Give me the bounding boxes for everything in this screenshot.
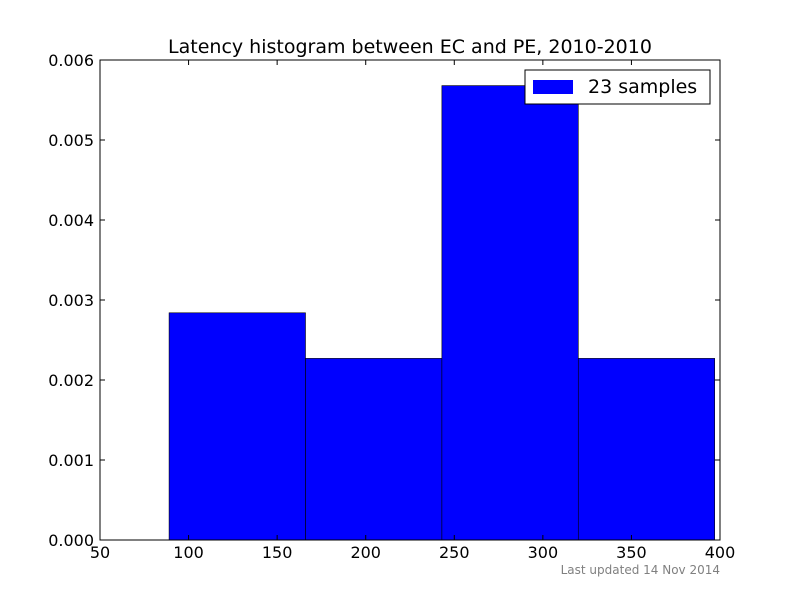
- legend-label: 23 samples: [588, 76, 697, 98]
- chart-title-group: Latency histogram between EC and PE, 201…: [168, 36, 652, 58]
- last-updated-note: Last updated 14 Nov 2014: [561, 563, 720, 577]
- y-tick-label-0.002: 0.002: [48, 371, 94, 390]
- x-tick-label-300: 300: [528, 543, 559, 562]
- x-axis: 50 100 150 200 250 300 350 400: [90, 60, 735, 562]
- legend: 23 samples: [524, 69, 711, 105]
- y-axis: 0.000 0.001 0.002 0.003 0.004 0.005 0.006: [48, 51, 720, 550]
- legend-swatch: [533, 80, 573, 94]
- y-tick-label-0.003: 0.003: [48, 291, 94, 310]
- x-tick-label-100: 100: [173, 543, 204, 562]
- x-tick-label-350: 350: [616, 543, 647, 562]
- y-tick-label-0.004: 0.004: [48, 211, 94, 230]
- x-tick-label-200: 200: [350, 543, 381, 562]
- histogram-bar-1: [168, 312, 306, 541]
- y-tick-label-0.000: 0.000: [48, 531, 94, 550]
- x-tick-label-50: 50: [90, 543, 110, 562]
- histogram-bar-4: [577, 358, 715, 541]
- x-tick-label-250: 250: [439, 543, 470, 562]
- bars-group: [168, 85, 715, 541]
- y-tick-label-0.001: 0.001: [48, 451, 94, 470]
- y-tick-label-0.005: 0.005: [48, 131, 94, 150]
- histogram-bar-2: [305, 358, 443, 541]
- y-tick-label-0.006: 0.006: [48, 51, 94, 70]
- chart-title: Latency histogram between EC and PE, 201…: [168, 36, 652, 58]
- x-tick-label-150: 150: [262, 543, 293, 562]
- x-tick-label-400: 400: [705, 543, 736, 562]
- histogram-bar-3: [441, 85, 579, 541]
